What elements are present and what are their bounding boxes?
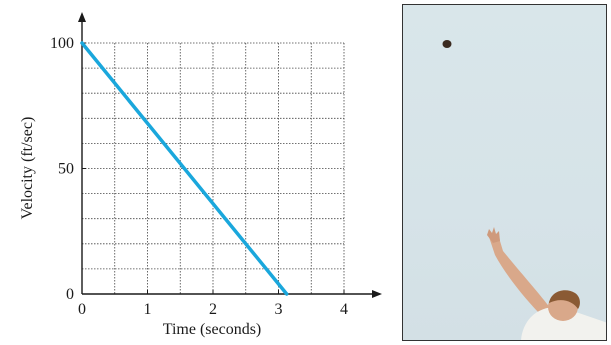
arm-icon (489, 233, 551, 317)
hair-icon (549, 290, 580, 309)
y-tick-label: 100 (50, 35, 74, 52)
x-tick-label: 3 (275, 301, 283, 318)
x-axis-arrow-icon (372, 290, 382, 298)
chart-grid (82, 42, 345, 294)
x-tick-label: 4 (340, 301, 348, 318)
x-tick-label: 1 (144, 301, 152, 318)
shirt-icon (521, 307, 606, 340)
y-axis-arrow-icon (78, 12, 86, 22)
chart-series (80, 41, 289, 296)
ball-icon (442, 40, 452, 48)
hand-icon (487, 227, 500, 243)
y-tick-labels: 0 50 100 (50, 35, 74, 303)
x-axis-label: Time (seconds) (163, 321, 262, 338)
x-tick-labels: 0 1 2 3 4 (78, 301, 348, 318)
ball-toss-photo (402, 4, 607, 341)
y-axis-label: Velocity (ft/sec) (19, 117, 36, 220)
chart-axes (78, 12, 382, 298)
y-tick-label: 0 (66, 286, 74, 303)
x-tick-label: 2 (209, 301, 217, 318)
y-tick-label: 50 (58, 161, 74, 178)
velocity-chart: 0 1 2 3 4 0 50 100 Time (seconds) Velocity (ft… (19, 12, 382, 338)
ball-toss-photo-icon (442, 40, 606, 340)
velocity-line (80, 41, 289, 296)
x-tick-label: 0 (78, 301, 86, 318)
